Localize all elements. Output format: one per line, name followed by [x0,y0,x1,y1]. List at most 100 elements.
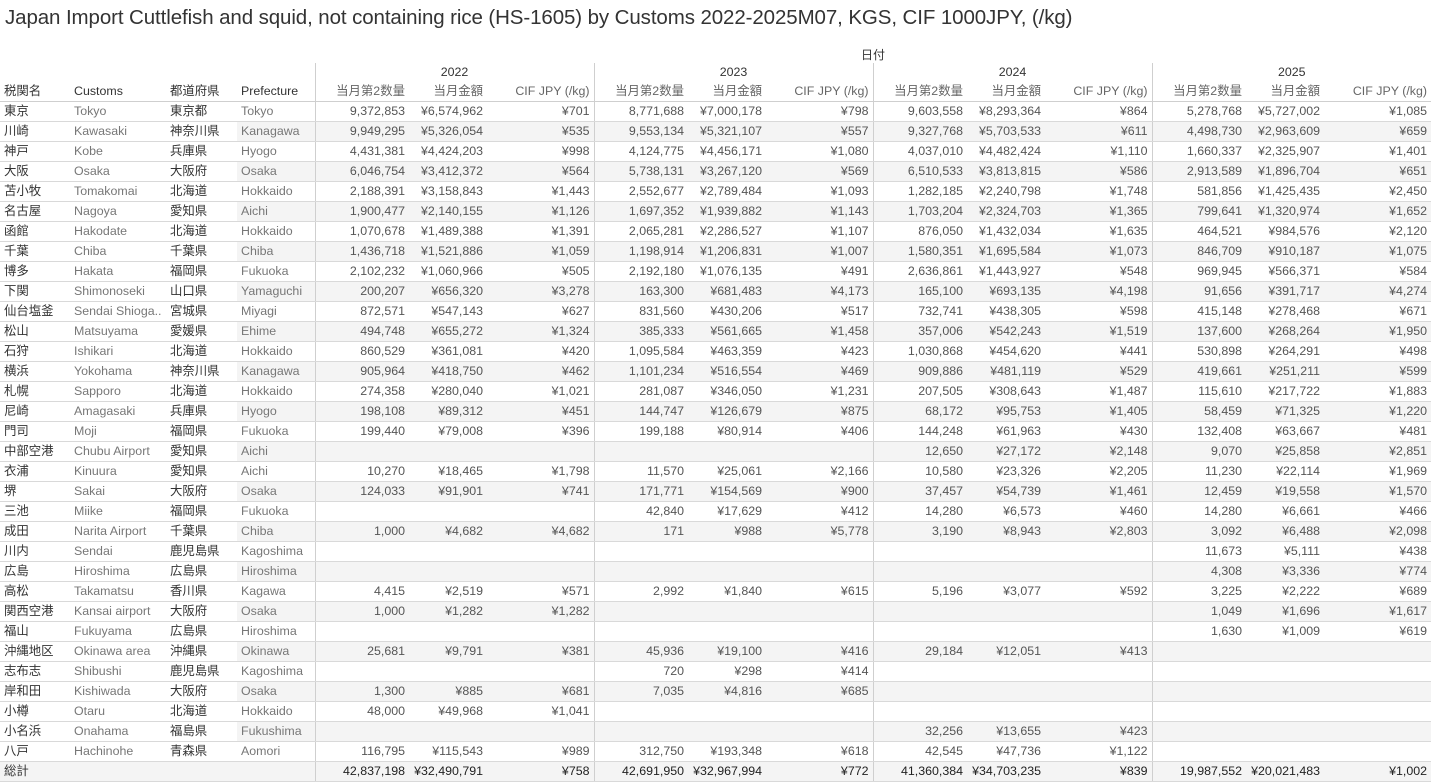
table-row[interactable]: 函館 Hakodate 北海道 Hokkaido 1,070,678 ¥1,489,388… [0,221,1431,242]
table-row[interactable]: 名古屋 Nagoya 愛知県 Aichi 1,900,477 ¥2,140,155 ¥1,1… [0,201,1431,222]
table-row[interactable]: 博多 Hakata 福岡県 Fukuoka 2,102,232 ¥1,060,966 ¥50… [0,261,1431,282]
table-row[interactable]: 千葉 Chiba 千葉県 Chiba 1,436,718 ¥1,521,886 ¥1,059… [0,241,1431,262]
quantity-cell: 905,964 [314,361,409,382]
quantity-cell: 357,006 [872,321,967,342]
year-header[interactable]: 2023 [593,63,873,82]
column-header-quantity[interactable]: 当月第2数量 [1151,82,1246,102]
pref-en-cell: Aichi [237,461,315,482]
customs-en-cell: Fukuyama [70,621,166,642]
year-header[interactable]: 2024 [872,63,1152,82]
table-row[interactable]: 仙台塩釜 Sendai Shioga.. 宮城県 Miyagi 872,571 ¥547,… [0,301,1431,322]
amount-cell [688,561,766,582]
column-header-pref-en[interactable]: Prefecture [237,82,315,102]
year-header[interactable]: 2022 [314,63,594,82]
customs-en-cell: Hachinohe [70,741,166,762]
amount-cell: ¥79,008 [409,421,487,442]
amount-cell: ¥3,077 [967,581,1045,602]
amount-cell: ¥217,722 [1246,381,1324,402]
cif-per-kg-cell: ¥2,098 [1324,521,1431,542]
quantity-cell: 969,945 [1151,261,1246,282]
table-row[interactable]: 成田 Narita Airport 千葉県 Chiba 1,000 ¥4,682 ¥4,68… [0,521,1431,542]
pref-ja-cell: 愛知県 [166,441,237,462]
date-column-header: 日付 [860,48,885,62]
year-header[interactable]: 2025 [1151,63,1431,82]
grand-total-label: 総計 [0,761,70,782]
table-row[interactable]: 大阪 Osaka 大阪府 Osaka 6,046,754 ¥3,412,372 ¥564 5,… [0,161,1431,182]
quantity-cell: 312,750 [593,741,688,762]
table-row[interactable]: 東京 Tokyo 東京都 Tokyo 9,372,853 ¥6,574,962 ¥701 8,… [0,101,1431,122]
table-row[interactable]: 岸和田 Kishiwada 大阪府 Osaka 1,300 ¥885 ¥681 7,035 ¥4… [0,681,1431,702]
quantity-cell: 37,457 [872,481,967,502]
pref-en-cell: Chiba [237,521,315,542]
amount-cell: ¥49,968 [409,701,487,722]
column-header-cif-per-kg[interactable]: CIF JPY (/kg) [766,82,873,102]
table-row[interactable]: 尼崎 Amagasaki 兵庫県 Hyogo 198,108 ¥89,312 ¥451 144… [0,401,1431,422]
table-row[interactable]: 札幌 Sapporo 北海道 Hokkaido 274,358 ¥280,040 ¥1,02… [0,381,1431,402]
column-header-quantity[interactable]: 当月第2数量 [314,82,409,102]
table-row[interactable]: 中部空港 Chubu Airport 愛知県 Aichi 12,650 ¥27,172 ¥2… [0,441,1431,462]
table-row[interactable]: 松山 Matsuyama 愛媛県 Ehime 494,748 ¥655,272 ¥1,324… [0,321,1431,342]
quantity-cell [1151,661,1246,682]
cif-per-kg-cell: ¥529 [1045,361,1152,382]
cif-per-kg-cell: ¥413 [1045,641,1152,662]
column-header-cif-per-kg[interactable]: CIF JPY (/kg) [487,82,594,102]
column-header-customs-en[interactable]: Customs [70,82,166,102]
amount-cell: ¥5,703,533 [967,121,1045,142]
cif-per-kg-cell: ¥627 [487,301,594,322]
table-row[interactable]: 小名浜 Onahama 福島県 Fukushima 32,256 ¥13,655 ¥423 [0,721,1431,742]
table-row[interactable]: 苫小牧 Tomakomai 北海道 Hokkaido 2,188,391 ¥3,158,8… [0,181,1431,202]
amount-cell [967,661,1045,682]
table-row[interactable]: 福山 Fukuyama 広島県 Hiroshima 1,630 ¥1,009 ¥619 [0,621,1431,642]
table-row[interactable]: 志布志 Shibushi 鹿児島県 Kagoshima 720 ¥298 ¥414 [0,661,1431,682]
column-header-amount[interactable]: 当月金額 [409,82,487,102]
column-header-pref-ja[interactable]: 都道府県 [166,82,237,102]
amount-cell: ¥4,482,424 [967,141,1045,162]
amount-cell: ¥126,679 [688,401,766,422]
amount-cell [967,601,1045,622]
amount-cell [688,441,766,462]
amount-cell: ¥89,312 [409,401,487,422]
cif-per-kg-cell [1045,541,1152,562]
table-row[interactable]: 堺 Sakai 大阪府 Osaka 124,033 ¥91,901 ¥741 171,771 ¥… [0,481,1431,502]
table-row[interactable]: 広島 Hiroshima 広島県 Hiroshima 4,308 ¥3,336 ¥774 [0,561,1431,582]
table-row[interactable]: 三池 Miike 福岡県 Fukuoka 42,840 ¥17,629 ¥412 14,280… [0,501,1431,522]
table-row[interactable]: 小樽 Otaru 北海道 Hokkaido 48,000 ¥49,968 ¥1,041 [0,701,1431,722]
table-row[interactable]: 横浜 Yokohama 神奈川県 Kanagawa 905,964 ¥418,750 ¥46… [0,361,1431,382]
column-header-amount[interactable]: 当月金額 [1246,82,1324,102]
pref-ja-cell: 北海道 [166,221,237,242]
amount-cell: ¥5,326,054 [409,121,487,142]
column-header-cif-per-kg[interactable]: CIF JPY (/kg) [1045,82,1152,102]
table-row[interactable]: 沖縄地区 Okinawa area 沖縄県 Okinawa 25,681 ¥9,791 ¥3… [0,641,1431,662]
amount-cell: ¥95,753 [967,401,1045,422]
column-header-customs-ja[interactable]: 税関名 [0,82,70,102]
cif-per-kg-cell: ¥469 [766,361,873,382]
table-row[interactable]: 衣浦 Kinuura 愛知県 Aichi 10,270 ¥18,465 ¥1,798 11,5… [0,461,1431,482]
table-row[interactable]: 川崎 Kawasaki 神奈川県 Kanagawa 9,949,295 ¥5,326,05… [0,121,1431,142]
table-row[interactable]: 神戸 Kobe 兵庫県 Hyogo 4,431,381 ¥4,424,203 ¥998 4,1… [0,141,1431,162]
table-row[interactable]: 関西空港 Kansai airport 大阪府 Osaka 1,000 ¥1,282 ¥1,… [0,601,1431,622]
cif-per-kg-cell: ¥2,120 [1324,221,1431,242]
quantity-cell: 58,459 [1151,401,1246,422]
amount-cell [967,701,1045,722]
table-row[interactable]: 石狩 Ishikari 北海道 Hokkaido 860,529 ¥361,081 ¥420… [0,341,1431,362]
quantity-cell: 1,070,678 [314,221,409,242]
column-header-quantity[interactable]: 当月第2数量 [593,82,688,102]
column-header-quantity[interactable]: 当月第2数量 [872,82,967,102]
table-row[interactable]: 八戸 Hachinohe 青森県 Aomori 116,795 ¥115,543 ¥989 3… [0,741,1431,762]
column-header-amount[interactable]: 当月金額 [688,82,766,102]
amount-cell: ¥264,291 [1246,341,1324,362]
cif-per-kg-cell: ¥1,080 [766,141,873,162]
amount-cell: ¥910,187 [1246,241,1324,262]
column-header-cif-per-kg[interactable]: CIF JPY (/kg) [1324,82,1431,102]
pref-ja-cell: 鹿児島県 [166,661,237,682]
table-row[interactable]: 高松 Takamatsu 香川県 Kagawa 4,415 ¥2,519 ¥571 2,992… [0,581,1431,602]
column-header-amount[interactable]: 当月金額 [967,82,1045,102]
cif-per-kg-cell: ¥1,122 [1045,741,1152,762]
quantity-cell [593,601,688,622]
table-row[interactable]: 門司 Moji 福岡県 Fukuoka 199,440 ¥79,008 ¥396 199,18… [0,421,1431,442]
table-row[interactable]: 川内 Sendai 鹿児島県 Kagoshima 11,673 ¥5,111 ¥438 [0,541,1431,562]
table-row[interactable]: 下関 Shimonoseki 山口県 Yamaguchi 200,207 ¥656,320… [0,281,1431,302]
customs-en-cell: Kishiwada [70,681,166,702]
cif-per-kg-cell: ¥4,274 [1324,281,1431,302]
total-amount-cell: ¥32,967,994 [688,761,766,782]
